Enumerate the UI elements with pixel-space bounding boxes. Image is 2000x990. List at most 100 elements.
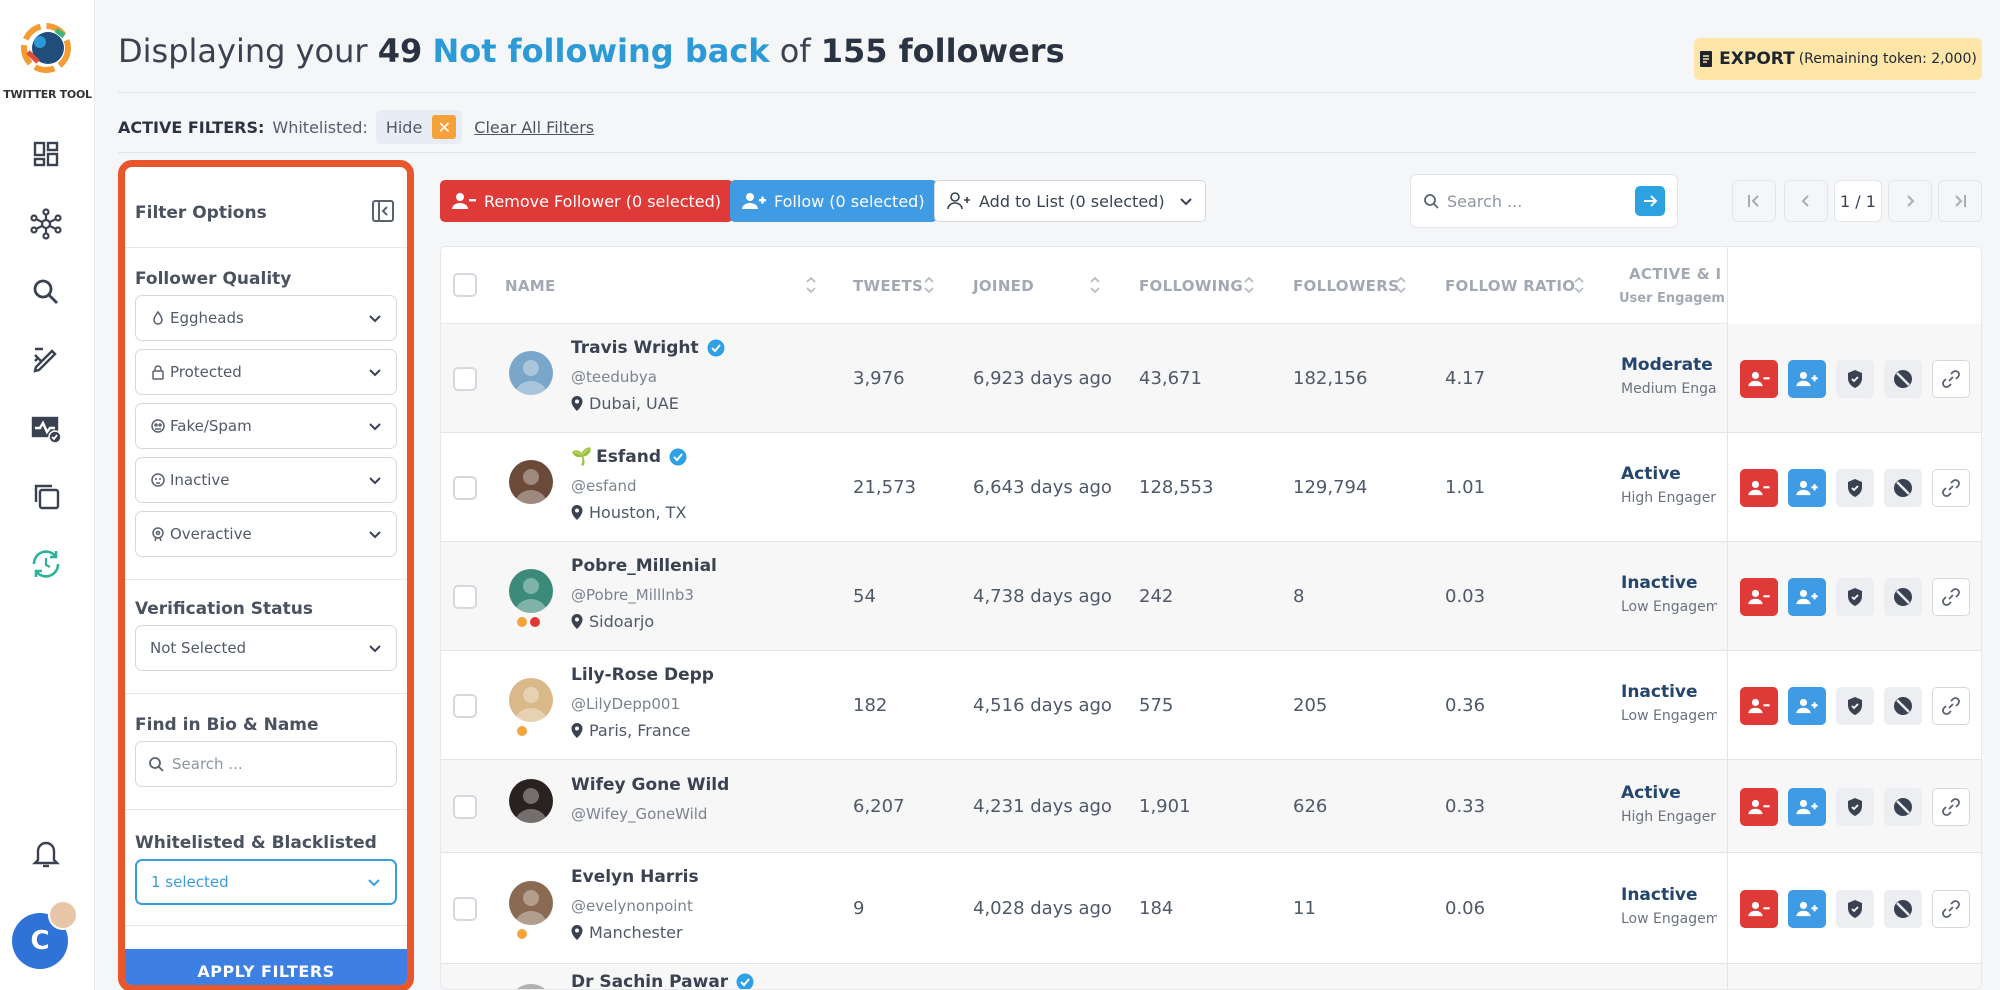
profile-avatar[interactable]	[509, 880, 553, 925]
row-block-button[interactable]	[1884, 889, 1922, 928]
user-name[interactable]: Wifey Gone Wild	[571, 774, 730, 795]
row-checkbox[interactable]	[453, 584, 477, 609]
bell-icon[interactable]	[28, 836, 64, 872]
row-follow-button[interactable]	[1788, 686, 1826, 725]
sort-icon[interactable]	[1395, 275, 1407, 295]
row-checkbox[interactable]	[453, 475, 477, 500]
column-followers[interactable]: FOLLOWERS	[1293, 277, 1400, 295]
export-button[interactable]: EXPORT (Remaining token: 2,000)	[1694, 38, 1982, 80]
profile-avatar[interactable]	[509, 350, 553, 395]
column-following[interactable]: FOLLOWING	[1139, 277, 1244, 295]
user-name[interactable]: Evelyn Harris	[571, 867, 699, 887]
table-row[interactable]: Pobre_Millenial @Pobre_Milllnb3 Sidoarjo 54…	[441, 542, 1981, 651]
row-block-button[interactable]	[1884, 359, 1922, 398]
column-active[interactable]: ACTIVE & I	[1629, 265, 1722, 283]
row-follow-button[interactable]	[1788, 468, 1826, 507]
column-follow-ratio[interactable]: FOLLOW RATIO	[1445, 277, 1576, 295]
search-icon[interactable]	[28, 274, 64, 310]
eggheads-select[interactable]: Eggheads	[135, 295, 397, 341]
search-submit-button[interactable]	[1635, 186, 1665, 216]
user-name[interactable]: Lily-Rose Depp	[571, 665, 714, 685]
column-joined[interactable]: JOINED	[973, 277, 1034, 295]
select-all-checkbox[interactable]	[453, 273, 477, 297]
table-row[interactable]: Travis Wright @teedubya Dubai, UAE 3,976 6,9…	[441, 324, 1981, 433]
follow-button[interactable]: Follow (0 selected)	[730, 180, 937, 222]
user-name[interactable]: Dr Sachin Pawar	[571, 972, 754, 989]
fake-spam-select[interactable]: Fake/Spam	[135, 403, 397, 449]
last-page-button[interactable]	[1938, 180, 1982, 222]
row-whitelist-button[interactable]	[1836, 787, 1874, 826]
row-link-button[interactable]	[1932, 468, 1970, 507]
row-whitelist-button[interactable]	[1836, 686, 1874, 725]
row-follow-button[interactable]	[1788, 577, 1826, 616]
copy-stack-icon[interactable]	[28, 478, 64, 514]
column-name[interactable]: NAME	[505, 277, 556, 295]
row-link-button[interactable]	[1932, 889, 1970, 928]
table-search-input[interactable]: Search ...	[1410, 174, 1678, 228]
app-logo[interactable]	[20, 22, 72, 74]
row-checkbox[interactable]	[453, 366, 477, 391]
remove-follower-button[interactable]: Remove Follower (0 selected)	[440, 180, 733, 222]
sort-icon[interactable]	[923, 275, 935, 295]
profile-avatar[interactable]	[509, 459, 553, 504]
row-remove-button[interactable]	[1740, 359, 1778, 398]
row-whitelist-button[interactable]	[1836, 359, 1874, 398]
user-name[interactable]: Travis Wright	[571, 338, 725, 358]
table-row[interactable]: 🌱 Esfand @esfand Houston, TX 21,573 6,643 day…	[441, 433, 1981, 542]
row-block-button[interactable]	[1884, 577, 1922, 616]
row-whitelist-button[interactable]	[1836, 889, 1874, 928]
row-link-button[interactable]	[1932, 787, 1970, 826]
profile-avatar[interactable]	[509, 677, 553, 722]
row-link-button[interactable]	[1932, 359, 1970, 398]
dashboard-icon[interactable]	[28, 136, 64, 172]
inactive-select[interactable]: Inactive	[135, 457, 397, 503]
remove-filter-icon[interactable]: ✕	[432, 115, 457, 139]
sort-icon[interactable]	[805, 275, 817, 295]
sort-icon[interactable]	[1243, 275, 1255, 295]
row-remove-button[interactable]	[1740, 889, 1778, 928]
row-whitelist-button[interactable]	[1836, 577, 1874, 616]
profile-avatar[interactable]	[509, 778, 553, 823]
secondary-avatar[interactable]	[48, 900, 78, 930]
table-row[interactable]: Dr Sachin Pawar	[441, 964, 1981, 989]
row-checkbox[interactable]	[453, 896, 477, 921]
apply-filters-button[interactable]: APPLY FILTERS	[125, 949, 407, 985]
row-remove-button[interactable]	[1740, 577, 1778, 616]
clear-all-filters-link[interactable]: Clear All Filters	[474, 117, 595, 137]
row-follow-button[interactable]	[1788, 889, 1826, 928]
profile-avatar[interactable]	[509, 568, 553, 613]
whitelisted-blacklisted-select[interactable]: 1 selected	[135, 859, 397, 905]
user-name[interactable]: 🌱 Esfand	[571, 447, 687, 467]
profile-avatar[interactable]	[509, 984, 553, 989]
collapse-panel-icon[interactable]	[371, 199, 395, 223]
row-follow-button[interactable]	[1788, 359, 1826, 398]
row-follow-button[interactable]	[1788, 787, 1826, 826]
first-page-button[interactable]	[1732, 180, 1776, 222]
table-row[interactable]: Lily-Rose Depp @LilyDepp001 Paris, France 1…	[441, 651, 1981, 760]
row-link-button[interactable]	[1932, 686, 1970, 725]
row-remove-button[interactable]	[1740, 686, 1778, 725]
sort-icon[interactable]	[1573, 275, 1585, 295]
row-remove-button[interactable]	[1740, 787, 1778, 826]
prev-page-button[interactable]	[1784, 180, 1828, 222]
row-checkbox[interactable]	[453, 794, 477, 819]
next-page-button[interactable]	[1888, 180, 1932, 222]
verification-status-select[interactable]: Not Selected	[135, 625, 397, 671]
table-row[interactable]: Wifey Gone Wild @Wifey_GoneWild 6,207 4,231…	[441, 760, 1981, 853]
overactive-select[interactable]: Overactive	[135, 511, 397, 557]
row-whitelist-button[interactable]	[1836, 468, 1874, 507]
row-link-button[interactable]	[1932, 577, 1970, 616]
sort-icon[interactable]	[1089, 275, 1101, 295]
analytics-pen-icon[interactable]	[28, 342, 64, 378]
row-checkbox[interactable]	[453, 693, 477, 718]
row-block-button[interactable]	[1884, 686, 1922, 725]
bio-search-input[interactable]: Search ...	[135, 741, 397, 787]
row-block-button[interactable]	[1884, 787, 1922, 826]
row-block-button[interactable]	[1884, 468, 1922, 507]
sync-clock-icon[interactable]	[28, 546, 64, 582]
table-row[interactable]: Evelyn Harris @evelynonpoint Manchester 9 4,…	[441, 853, 1981, 964]
network-icon[interactable]	[28, 206, 64, 242]
add-to-list-button[interactable]: Add to List (0 selected)	[934, 180, 1206, 222]
row-remove-button[interactable]	[1740, 468, 1778, 507]
user-name[interactable]: Pobre_Millenial	[571, 556, 717, 576]
